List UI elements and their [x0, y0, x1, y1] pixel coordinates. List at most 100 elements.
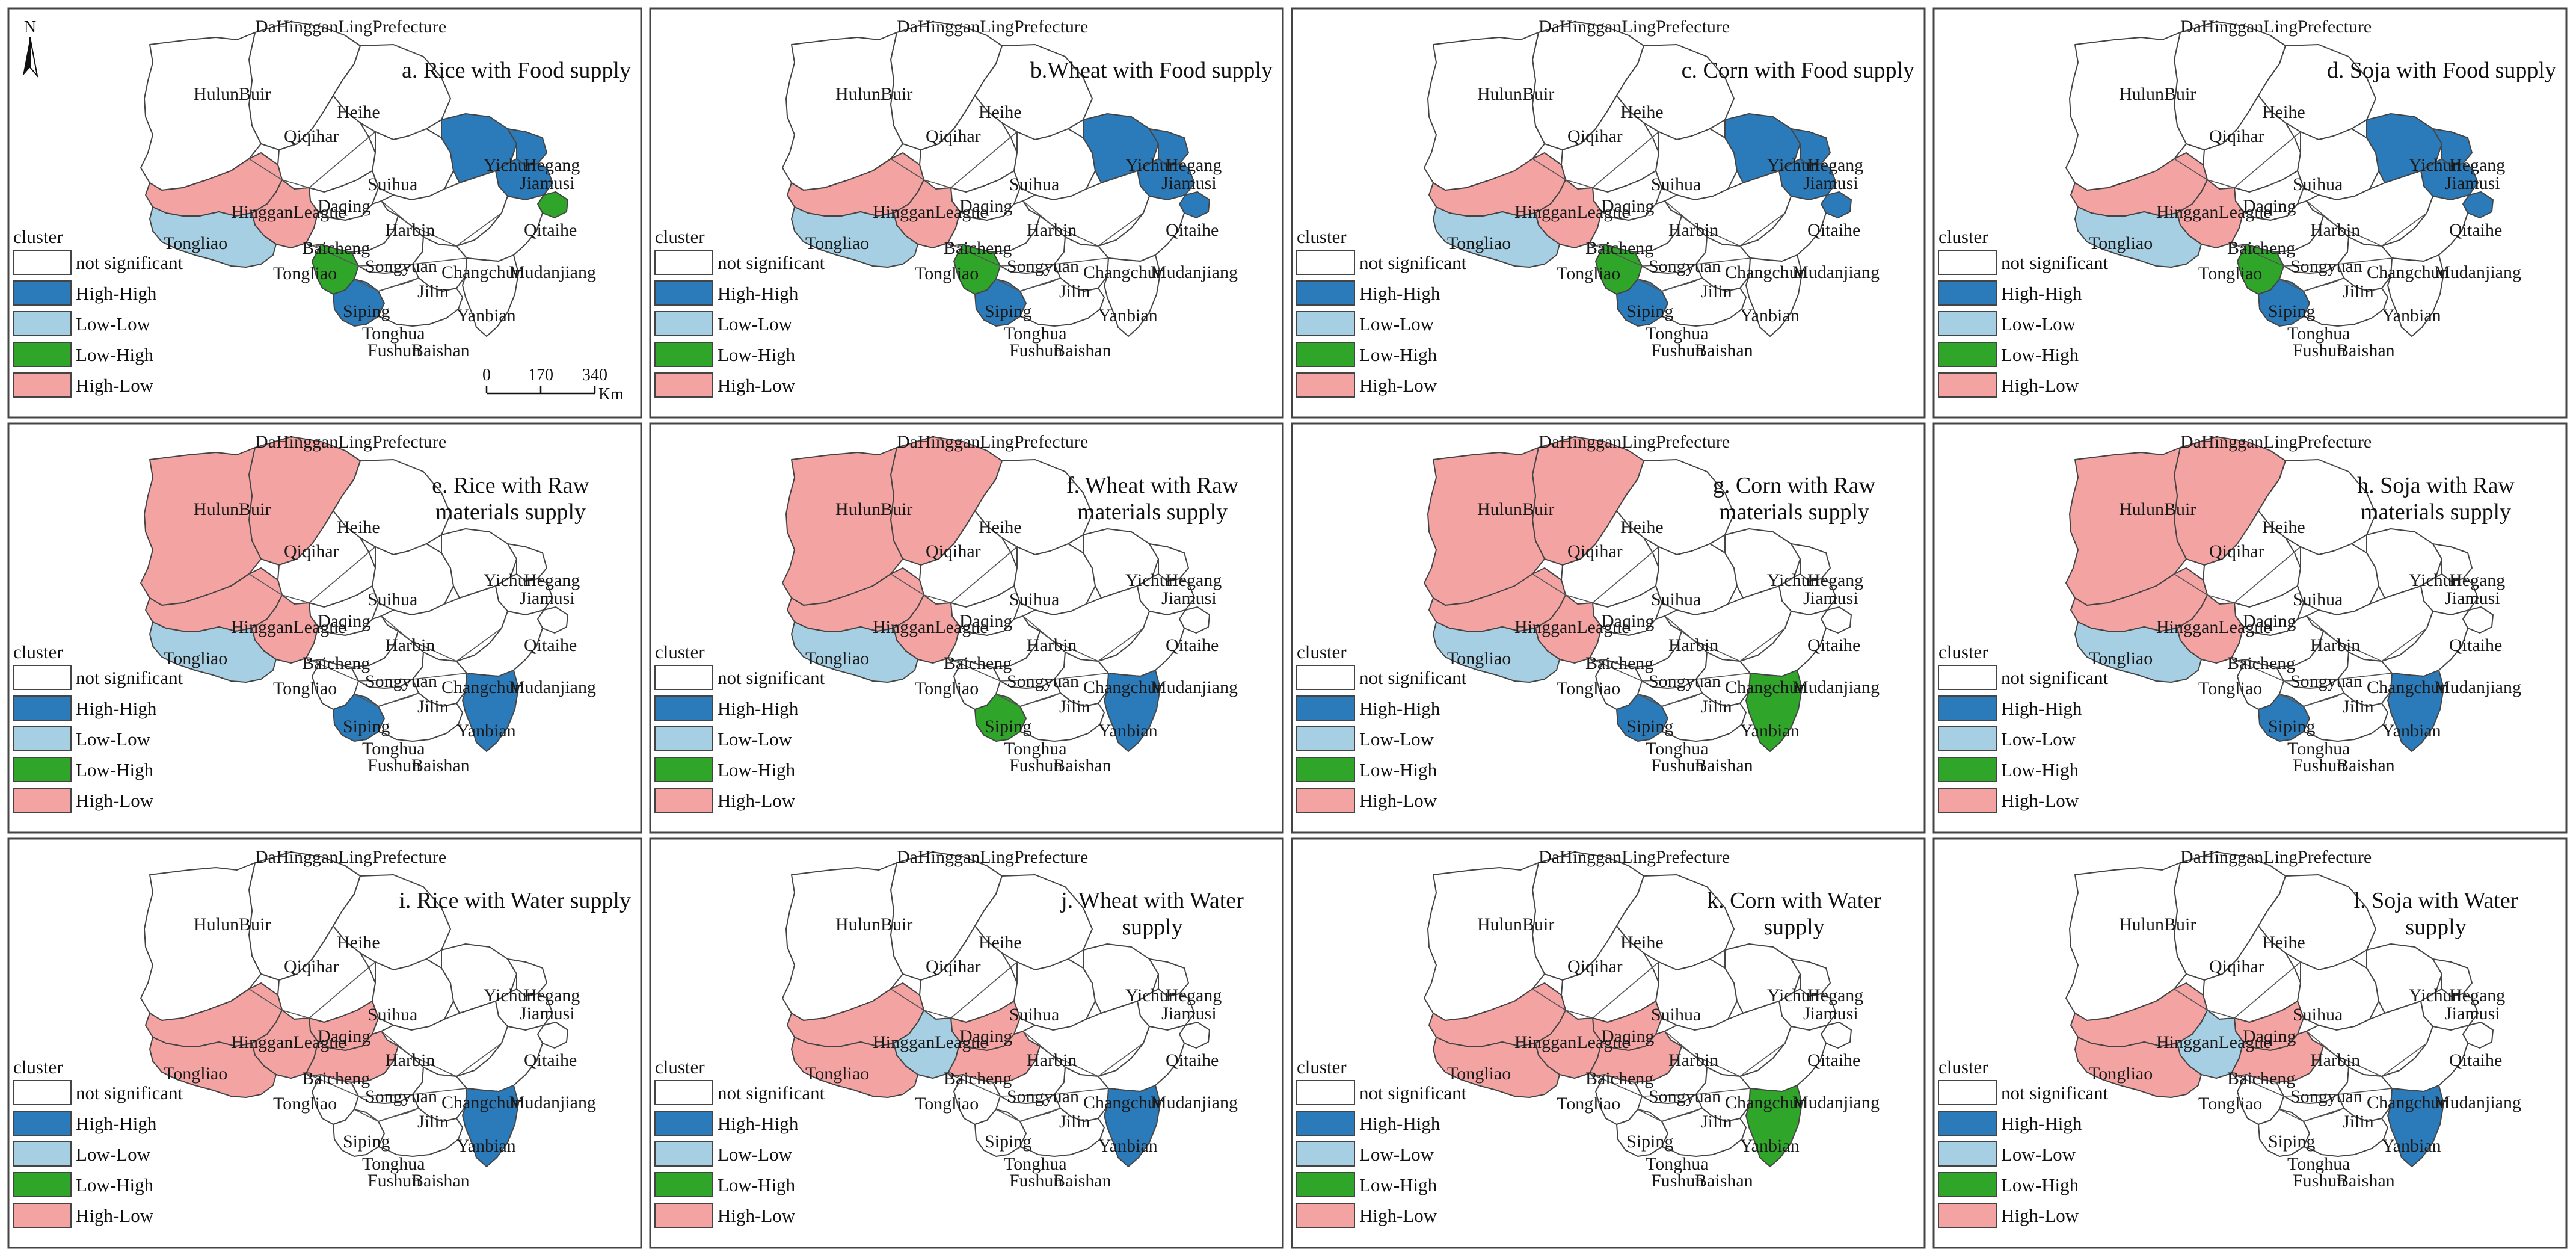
city-label-hinggan: HingganLeague	[873, 1032, 988, 1052]
legend-swatch-hh	[1938, 280, 1997, 306]
city-label-qiqihar: Qiqihar	[2209, 126, 2264, 146]
city-label-tongliao1: Tongliao	[164, 649, 227, 668]
city-label-songyuan: Songyuan	[1649, 1087, 1721, 1106]
city-label-songyuan: Songyuan	[1007, 256, 1079, 276]
city-label-heihe: Heihe	[979, 517, 1022, 537]
region-yanbian	[2387, 670, 2444, 752]
city-label-songyuan: Songyuan	[2290, 1087, 2362, 1106]
legend-swatch-ll	[1938, 311, 1997, 336]
internal-border	[248, 131, 376, 188]
city-label-hulunbuir: HulunBuir	[2119, 499, 2196, 519]
city-label-suihua: Suihua	[1009, 590, 1059, 609]
region-tongliao	[149, 621, 277, 683]
city-label-jilin: Jilin	[2343, 1112, 2374, 1132]
city-label-siping: Siping	[985, 301, 1031, 321]
city-label-baishan: Baishan	[1053, 1171, 1111, 1191]
legend-label-ll: Low-Low	[76, 729, 151, 750]
city-label-hegang: Hegang	[2449, 570, 2505, 590]
city-label-siping: Siping	[2268, 717, 2315, 736]
city-label-tongliao2: Tongliao	[2198, 679, 2262, 698]
city-label-daqing: Daqing	[318, 611, 370, 631]
city-label-hinggan: HingganLeague	[2156, 202, 2272, 222]
city-label-changchun: Changchun	[441, 262, 524, 282]
panel-title: g. Corn with Raw	[1713, 473, 1876, 498]
regions	[2065, 851, 2494, 1167]
city-label-yichun: Yichun	[1125, 985, 1178, 1005]
city-label-qitaihe: Qitaihe	[524, 1050, 577, 1070]
legend-label-lh: Low-High	[1359, 1174, 1437, 1195]
city-label-yanbian: Yanbian	[1740, 1136, 1800, 1156]
legend-label-ns: not significant	[1359, 252, 1467, 273]
city-label-heihe: Heihe	[1620, 102, 1664, 122]
legend-title: cluster	[1297, 641, 1347, 662]
city-label-hinggan: HingganLeague	[873, 617, 988, 637]
region-tongliao	[2074, 206, 2202, 268]
legend-title: cluster	[13, 1056, 63, 1078]
city-label-tonghua: Tonghua	[1646, 324, 1709, 344]
city-label-baicheng: Baicheng	[302, 653, 370, 673]
panel-title: a. Rice with Food supply	[402, 58, 631, 83]
city-label-baicheng: Baicheng	[2227, 653, 2295, 673]
city-label-hegang: Hegang	[1166, 985, 1222, 1005]
legend-title: cluster	[655, 641, 705, 662]
city-label-baishan: Baishan	[1695, 756, 1753, 776]
legend-swatch-lh	[654, 757, 713, 782]
legend: cluster not significant High-High Low-Low Lo…	[1938, 226, 2109, 398]
city-label-dahinggan: DaHingganLingPrefecture	[1539, 17, 1730, 37]
internal-border	[2174, 131, 2301, 188]
map-panel-10: DaHingganLingPrefecture HulunBuir Heihe Qiq…	[649, 837, 1284, 1249]
legend-label-lh: Low-High	[2001, 759, 2079, 780]
city-label-jilin: Jilin	[1059, 1112, 1090, 1132]
city-label-tongliao1: Tongliao	[2089, 649, 2153, 668]
region-yanbian	[1104, 254, 1161, 337]
city-label-hulunbuir: HulunBuir	[194, 914, 271, 934]
city-label-baicheng: Baicheng	[302, 1068, 370, 1088]
north-arrow: N	[23, 18, 38, 78]
internal-border	[2174, 961, 2301, 1019]
region-tongliao	[1433, 1037, 1560, 1098]
city-label-hegang: Hegang	[1807, 985, 1863, 1005]
north-label: N	[24, 18, 36, 37]
map-panel-1: DaHingganLingPrefecture HulunBuir Heihe Qiq…	[7, 7, 642, 419]
city-label-suihua: Suihua	[367, 1005, 417, 1025]
city-label-jilin: Jilin	[1701, 282, 1732, 301]
city-label-harbin: Harbin	[1668, 1050, 1718, 1070]
legend: cluster not significant High-High Low-Low Lo…	[13, 226, 183, 398]
city-label-daqing: Daqing	[2243, 196, 2296, 216]
legend-label-hl: High-Low	[718, 375, 796, 396]
city-label-tongliao2: Tongliao	[1557, 1094, 1620, 1114]
legend-label-hh: High-High	[1359, 283, 1440, 304]
legend-label-lh: Low-High	[718, 1174, 796, 1195]
legend-swatch-lh	[1938, 757, 1997, 782]
map-panel-3: DaHingganLingPrefecture HulunBuir Heihe Qiq…	[1291, 7, 1926, 419]
city-label-harbin: Harbin	[385, 220, 435, 240]
legend-label-lh: Low-High	[76, 344, 154, 365]
legend-label-ns: not significant	[76, 252, 183, 273]
city-label-tongliao1: Tongliao	[1447, 649, 1511, 668]
regions	[782, 851, 1210, 1167]
city-label-hulunbuir: HulunBuir	[835, 499, 912, 519]
city-label-dahinggan: DaHingganLingPrefecture	[1539, 432, 1730, 452]
legend-swatch-lh	[13, 1172, 72, 1197]
city-label-dahinggan: DaHingganLingPrefecture	[2180, 432, 2372, 452]
internal-border	[381, 200, 502, 247]
city-label-fushun: Fushun	[367, 341, 420, 360]
city-label-fushun: Fushun	[1009, 341, 1062, 360]
legend-title: cluster	[655, 1056, 705, 1078]
city-label-yichun: Yichun	[2409, 570, 2461, 590]
internal-border	[354, 692, 419, 707]
legend-swatch-lh	[1938, 342, 1997, 367]
city-label-qitaihe: Qitaihe	[1807, 1050, 1860, 1070]
legend-label-hl: High-Low	[718, 1205, 796, 1226]
city-label-tonghua: Tonghua	[362, 739, 425, 759]
city-label-yanbian: Yanbian	[456, 721, 516, 741]
city-label-jiamusi: Jiamusi	[1161, 173, 1217, 193]
legend-swatch-ns	[13, 1080, 72, 1105]
legend-swatch-ll	[654, 726, 713, 751]
city-label-dahinggan: DaHingganLingPrefecture	[1539, 847, 1730, 867]
city-label-suihua: Suihua	[2293, 1005, 2343, 1025]
internal-border	[2231, 658, 2393, 682]
legend-label-hl: High-Low	[2001, 790, 2079, 811]
city-label-tongliao1: Tongliao	[805, 1064, 869, 1084]
